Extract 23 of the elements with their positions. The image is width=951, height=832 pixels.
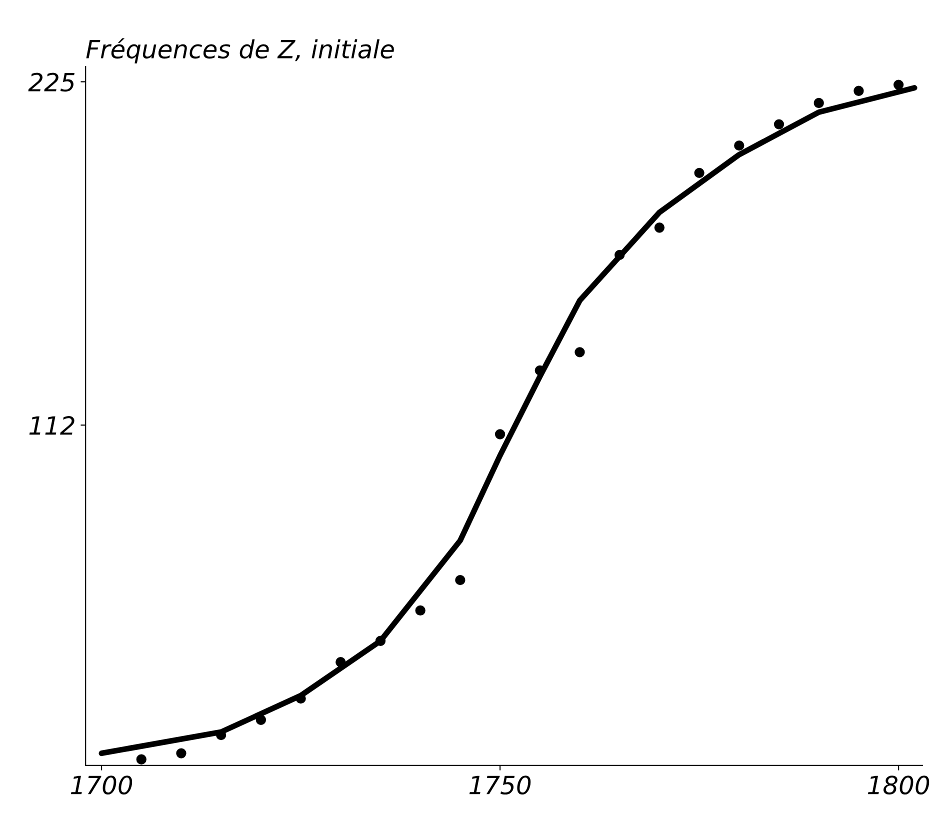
point	[494, 429, 506, 440]
chart-title: Fréquences de Z, initiale	[86, 38, 394, 64]
point	[336, 657, 346, 668]
point	[176, 748, 186, 758]
x-tick-label: 1750	[469, 776, 531, 795]
point	[814, 98, 824, 108]
point	[654, 222, 665, 233]
point	[256, 714, 266, 725]
point	[614, 250, 625, 260]
point	[455, 575, 466, 586]
point	[893, 80, 904, 90]
point	[136, 754, 146, 764]
point	[734, 140, 744, 151]
x-tick-label: 1700	[70, 776, 132, 795]
y-tick-label: 112	[29, 416, 74, 435]
x-tick-label: 1800	[868, 776, 930, 795]
point	[574, 347, 585, 358]
point	[774, 119, 784, 130]
point	[415, 605, 426, 616]
point	[375, 636, 386, 646]
point	[694, 168, 704, 178]
point	[854, 86, 864, 96]
y-tick-label: 225	[28, 72, 74, 92]
